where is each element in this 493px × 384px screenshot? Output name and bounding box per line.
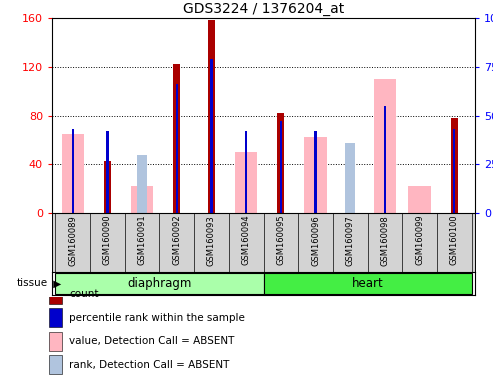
Text: percentile rank within the sample: percentile rank within the sample — [69, 313, 245, 323]
Bar — [176, 84, 178, 213]
Text: GSM160099: GSM160099 — [415, 215, 424, 265]
Bar — [208, 20, 215, 213]
Bar — [451, 118, 458, 213]
Bar — [304, 137, 327, 213]
Text: GSM160089: GSM160089 — [69, 215, 77, 265]
Bar — [49, 355, 62, 374]
Text: GSM160095: GSM160095 — [277, 215, 285, 265]
Text: GSM160093: GSM160093 — [207, 215, 216, 265]
Bar — [71, 129, 74, 213]
Text: heart: heart — [352, 276, 384, 290]
Text: GSM160094: GSM160094 — [242, 215, 250, 265]
Bar — [408, 186, 431, 213]
Text: count: count — [69, 290, 99, 300]
Bar — [137, 154, 147, 213]
Bar — [211, 59, 212, 213]
Bar — [235, 152, 257, 213]
Text: GSM160100: GSM160100 — [450, 215, 458, 265]
Bar — [49, 308, 62, 328]
Text: GSM160097: GSM160097 — [346, 215, 354, 265]
Bar — [345, 143, 355, 213]
Bar — [453, 129, 456, 213]
Bar — [374, 79, 396, 213]
Bar — [62, 134, 84, 213]
Bar — [173, 64, 180, 213]
Bar — [106, 131, 108, 213]
Text: tissue: tissue — [17, 278, 48, 288]
Bar — [280, 121, 282, 213]
Text: GSM160092: GSM160092 — [173, 215, 181, 265]
Bar — [315, 131, 317, 213]
Bar — [277, 113, 284, 213]
Text: value, Detection Call = ABSENT: value, Detection Call = ABSENT — [69, 336, 234, 346]
Bar — [245, 131, 247, 213]
Text: GSM160090: GSM160090 — [103, 215, 112, 265]
Text: GSM160098: GSM160098 — [381, 215, 389, 265]
Bar — [384, 106, 386, 213]
Text: GDS3224 / 1376204_at: GDS3224 / 1376204_at — [183, 2, 344, 16]
Text: rank, Detection Call = ABSENT: rank, Detection Call = ABSENT — [69, 360, 229, 370]
Bar — [131, 186, 153, 213]
Text: ▶: ▶ — [50, 278, 61, 288]
Bar — [49, 285, 62, 304]
FancyBboxPatch shape — [56, 273, 263, 294]
Bar — [104, 161, 111, 213]
FancyBboxPatch shape — [263, 273, 471, 294]
Text: GSM160096: GSM160096 — [311, 215, 320, 265]
Bar — [49, 332, 62, 351]
Text: GSM160091: GSM160091 — [138, 215, 146, 265]
Text: diaphragm: diaphragm — [127, 276, 192, 290]
